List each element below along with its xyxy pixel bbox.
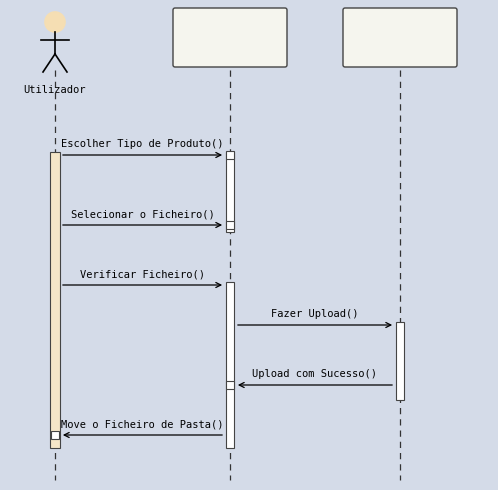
Bar: [226, 221, 234, 229]
Bar: [396, 322, 404, 400]
Text: Utilizador: Utilizador: [24, 85, 86, 95]
Text: Fazer Upload(): Fazer Upload(): [271, 309, 359, 319]
Bar: [51, 431, 59, 439]
FancyBboxPatch shape: [343, 8, 457, 67]
Text: Move o Ficheiro de Pasta(): Move o Ficheiro de Pasta(): [61, 419, 224, 429]
Bar: [226, 381, 234, 389]
Bar: [226, 152, 234, 232]
Text: Base de Dados: Base de Dados: [360, 32, 441, 43]
Bar: [226, 282, 234, 448]
Text: Escolher Tipo de Produto(): Escolher Tipo de Produto(): [61, 139, 224, 149]
Text: Verificar Ficheiro(): Verificar Ficheiro(): [80, 269, 205, 279]
FancyBboxPatch shape: [173, 8, 287, 67]
Bar: [50, 152, 60, 448]
Circle shape: [45, 12, 65, 32]
Bar: [226, 151, 234, 159]
Text: Upload com Sucesso(): Upload com Sucesso(): [252, 369, 377, 379]
Text: Interface: Interface: [202, 32, 258, 43]
Text: Selecionar o Ficheiro(): Selecionar o Ficheiro(): [71, 209, 214, 219]
